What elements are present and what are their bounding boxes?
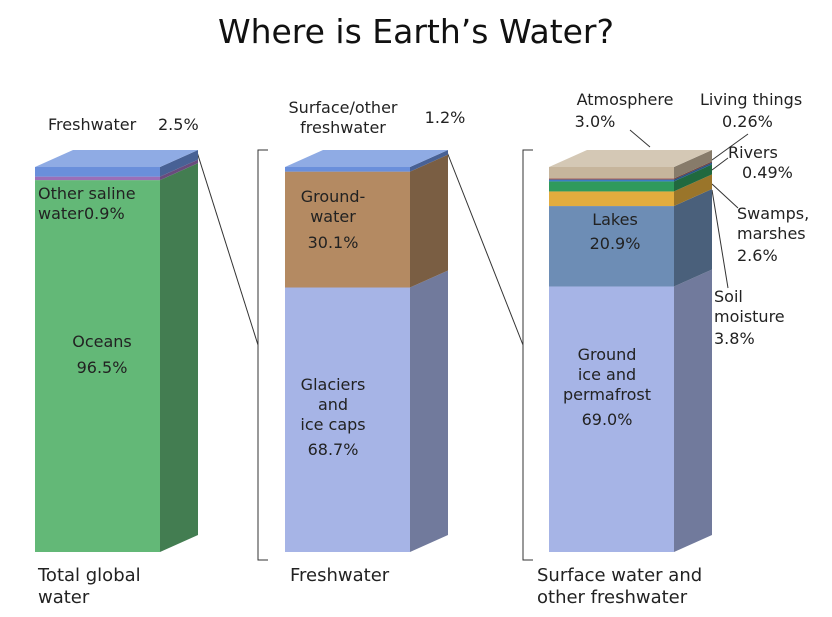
segment-top — [549, 150, 712, 167]
segment-name: Ground ice and permafrost — [563, 345, 651, 404]
segment-side — [160, 150, 198, 177]
segment-value: 30.1% — [307, 233, 359, 252]
bracket — [522, 149, 533, 561]
segment-name: Surface/other freshwater — [288, 98, 398, 137]
segment-top — [285, 150, 448, 167]
segment-value: 69.0% — [581, 410, 633, 429]
segment-side — [160, 159, 198, 181]
segment-name: Ground- water — [300, 187, 366, 226]
segment-front — [285, 167, 410, 172]
segment-side — [160, 163, 198, 553]
segment-side — [674, 174, 712, 207]
segment-value: 68.7% — [307, 440, 359, 459]
segment-name: Rivers — [728, 143, 778, 162]
segment-name: Other saline water — [38, 184, 136, 223]
segment-front — [549, 191, 674, 207]
segment-value: 3.0% — [574, 112, 616, 131]
segment-name: Glaciers and ice caps — [300, 375, 366, 434]
segment-side — [674, 162, 712, 182]
segment-value: 0.9% — [84, 204, 125, 223]
chart-title: Where is Earth’s Water? — [217, 12, 615, 51]
leader-line — [711, 189, 729, 289]
segment-front — [35, 176, 160, 181]
segment-side — [674, 161, 712, 180]
segment-side — [674, 269, 712, 552]
segment-value: 1.2% — [424, 108, 466, 127]
column-label: Freshwater — [290, 565, 390, 586]
segment-value: 96.5% — [76, 358, 128, 377]
segment-front — [35, 180, 160, 553]
segment-front — [549, 206, 674, 287]
segment-side — [674, 150, 712, 179]
bracket — [257, 149, 268, 561]
segment-value: 3.8% — [714, 329, 755, 348]
segment-name: Atmosphere — [576, 90, 674, 109]
segment-value: 0.49% — [742, 163, 793, 182]
zoom-line — [446, 151, 524, 346]
segment-name: Living things — [700, 90, 803, 109]
segment-front — [549, 178, 674, 180]
segment-front — [549, 179, 674, 182]
segment-name: Lakes — [592, 210, 638, 229]
segment-front — [549, 181, 674, 192]
segment-value: 2.6% — [737, 246, 778, 265]
segment-value: 0.26% — [722, 112, 773, 131]
segment-name: Swamps, marshes — [737, 204, 810, 243]
segment-side — [410, 150, 448, 172]
segment-value: 20.9% — [589, 234, 641, 253]
segment-name: Soil moisture — [714, 287, 785, 326]
segment-side — [674, 164, 712, 192]
leader-line — [629, 129, 651, 148]
segment-front — [35, 167, 160, 177]
segment-name: Oceans — [72, 332, 132, 351]
segment-value: 2.5% — [158, 115, 199, 134]
column-label: Total global water — [38, 565, 141, 608]
segment-top — [35, 150, 198, 167]
zoom-line — [196, 151, 259, 346]
column-label: Surface water and other freshwater — [537, 565, 703, 608]
segment-side — [410, 270, 448, 552]
segment-front — [549, 167, 674, 179]
segment-side — [410, 154, 448, 288]
segment-name: Freshwater — [48, 115, 137, 134]
segment-front — [285, 287, 410, 552]
zoom-guides — [196, 129, 749, 561]
segment-side — [674, 189, 712, 287]
leader-line — [711, 183, 739, 209]
segment-front — [285, 171, 410, 288]
leader-line — [711, 133, 749, 161]
segment-front — [549, 286, 674, 552]
leader-line — [711, 157, 729, 171]
